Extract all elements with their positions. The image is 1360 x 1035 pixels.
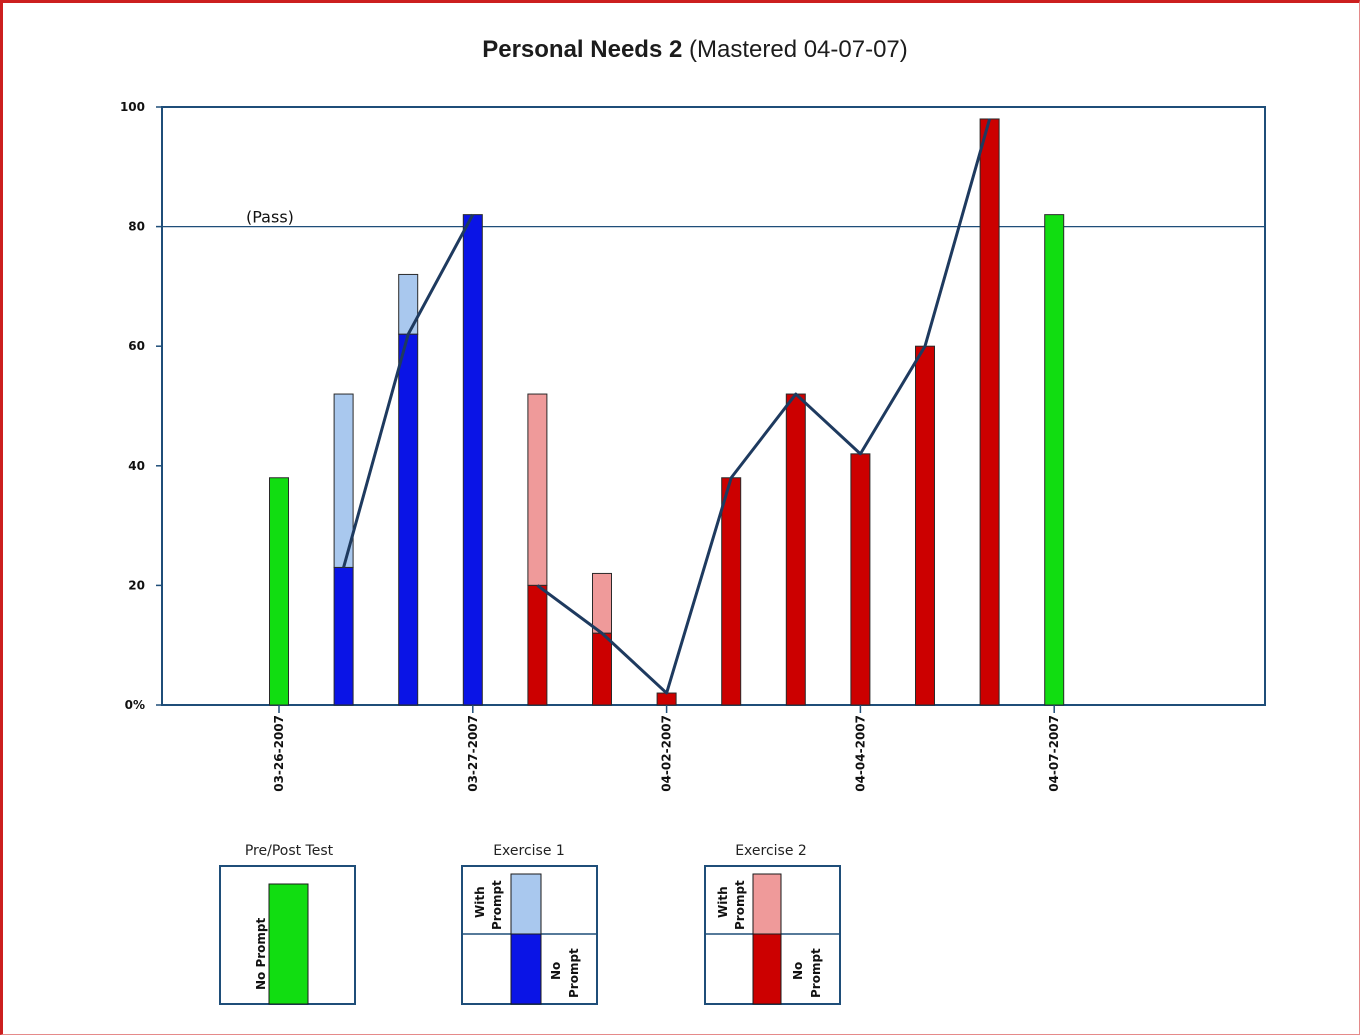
bar-no-prompt bbox=[592, 632, 612, 706]
legend-exercise-2-title: Exercise 2 bbox=[735, 843, 807, 859]
plot-frame bbox=[161, 106, 1266, 706]
y-tick-label: 20 bbox=[128, 578, 145, 592]
chart-title-sub: (Mastered 04-07-07) bbox=[689, 36, 908, 63]
x-tick-label: 04-04-2007 bbox=[853, 715, 867, 792]
bar-no-prompt bbox=[398, 333, 419, 706]
bar-no-prompt bbox=[656, 692, 677, 706]
chart-title-main: Personal Needs 2 bbox=[482, 36, 683, 63]
plot-area: 0% 20 40 60 80 100 (Pass) 03-26-2007 03-27-2007 0… bbox=[120, 100, 1266, 792]
bar-no-prompt bbox=[333, 566, 354, 706]
legend-exercise-2-with-prompt-swatch bbox=[752, 873, 782, 935]
bar-no-prompt bbox=[850, 453, 871, 706]
y-tick-label: 80 bbox=[128, 220, 145, 234]
legend-exercise-2-with-label: With bbox=[716, 886, 730, 918]
x-tick-label: 03-27-2007 bbox=[466, 715, 480, 792]
legend-pre-post-title: Pre/Post Test bbox=[245, 843, 334, 859]
legend: Pre/Post Test No Prompt Exercise 1 With … bbox=[219, 843, 841, 1005]
y-tick-label: 0% bbox=[125, 698, 145, 712]
y-tick-label: 60 bbox=[128, 339, 145, 353]
y-tick-label: 100 bbox=[120, 100, 145, 114]
legend-pre-post: Pre/Post Test No Prompt bbox=[219, 843, 356, 1005]
trend-line bbox=[342, 213, 475, 568]
trend-line bbox=[536, 118, 992, 695]
legend-exercise-1-prompt-label: Prompt bbox=[490, 880, 504, 930]
bar-with-prompt bbox=[527, 393, 548, 586]
legend-pre-post-swatch bbox=[268, 883, 309, 1005]
legend-exercise-2-no-label: No bbox=[791, 962, 805, 980]
bar-no-prompt bbox=[527, 584, 548, 706]
bar-with-prompt bbox=[398, 273, 419, 335]
pass-label: (Pass) bbox=[246, 208, 294, 227]
legend-exercise-2-prompt-label-2: Prompt bbox=[809, 948, 823, 998]
x-tick-label: 04-07-2007 bbox=[1047, 715, 1061, 792]
legend-exercise-1-no-label: No bbox=[549, 962, 563, 980]
bar-no-prompt bbox=[785, 393, 806, 706]
y-tick-label: 40 bbox=[128, 459, 145, 473]
legend-exercise-1-no-prompt-swatch bbox=[510, 933, 542, 1005]
bar-with-prompt bbox=[592, 572, 612, 634]
legend-exercise-1-with-prompt-swatch bbox=[510, 873, 542, 935]
bar-no-prompt bbox=[915, 345, 935, 706]
legend-exercise-1: Exercise 1 With Prompt No Prompt bbox=[461, 843, 598, 1005]
bar-no-prompt bbox=[721, 477, 742, 706]
x-tick-label: 03-26-2007 bbox=[272, 715, 286, 792]
bar-no-prompt bbox=[269, 477, 289, 706]
legend-pre-post-label: No Prompt bbox=[254, 917, 268, 990]
legend-exercise-1-with-label: With bbox=[473, 886, 487, 918]
bar-no-prompt bbox=[1044, 214, 1065, 706]
legend-exercise-1-prompt-label-2: Prompt bbox=[567, 948, 581, 998]
bar-no-prompt bbox=[979, 118, 1000, 706]
legend-exercise-2-no-prompt-swatch bbox=[752, 933, 782, 1005]
legend-exercise-1-title: Exercise 1 bbox=[493, 843, 565, 859]
legend-exercise-2: Exercise 2 With Prompt No Prompt bbox=[704, 843, 841, 1005]
chart-title: Personal Needs 2 (Mastered 04-07-07) bbox=[0, 36, 1360, 64]
legend-exercise-2-prompt-label: Prompt bbox=[733, 880, 747, 930]
bar-no-prompt bbox=[462, 214, 483, 706]
x-tick-label: 04-02-2007 bbox=[660, 715, 674, 792]
